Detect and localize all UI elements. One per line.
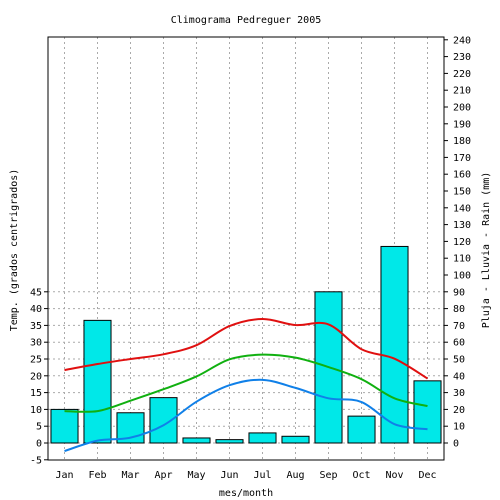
rain-bar xyxy=(50,408,79,444)
rain-bar xyxy=(83,319,112,444)
left-tick-label: 25 xyxy=(30,355,42,366)
axis-ticks: Jan Feb Mar Apr May Jun Jul Aug Sep Oct Nov Dec -5 0 5… xyxy=(30,35,471,481)
right-tick-label: 240 xyxy=(453,35,471,46)
left-tick-label: 15 xyxy=(30,388,42,399)
right-tick-label: 70 xyxy=(453,321,465,332)
right-tick-label: 230 xyxy=(453,52,471,63)
right-tick-label: 50 xyxy=(453,355,465,366)
rain-bar xyxy=(149,397,178,444)
right-tick-label: 10 xyxy=(453,422,465,433)
right-tick-label: 170 xyxy=(453,153,471,164)
x-tick-label: Oct xyxy=(352,470,370,481)
left-tick-label: 20 xyxy=(30,371,42,382)
left-tick-label: 0 xyxy=(36,439,42,450)
x-tick-label: Apr xyxy=(154,470,172,481)
left-tick-label: 40 xyxy=(30,304,42,315)
temperature-line-red xyxy=(64,318,429,380)
right-tick-label: 60 xyxy=(453,338,465,349)
right-tick-label: 200 xyxy=(453,103,471,114)
temperature-lines xyxy=(64,318,429,453)
right-tick-label: 190 xyxy=(453,119,471,130)
x-tick-label: Feb xyxy=(88,470,106,481)
x-tick-label: Dec xyxy=(418,470,436,481)
x-tick-label: Nov xyxy=(385,470,403,481)
rain-bar xyxy=(380,245,409,444)
x-tick-label: May xyxy=(187,470,205,481)
left-tick-label: 35 xyxy=(30,321,42,332)
rain-bar xyxy=(281,435,310,444)
x-tick-label: Mar xyxy=(121,470,139,481)
x-tick-label: Sep xyxy=(319,470,337,481)
grid xyxy=(48,37,444,460)
x-tick-label: Aug xyxy=(286,470,304,481)
left-tick-label: 5 xyxy=(36,422,42,433)
rain-bar xyxy=(215,439,244,444)
right-axis-label: Pluja - Lluvia - Rain (mm) xyxy=(481,172,492,329)
right-tick-label: 30 xyxy=(453,388,465,399)
right-tick-label: 210 xyxy=(453,86,471,97)
x-axis-label: mes/month xyxy=(219,488,273,499)
chart-title: Climograma Pedreguer 2005 xyxy=(171,15,322,26)
right-tick-label: 120 xyxy=(453,237,471,248)
right-tick-label: 180 xyxy=(453,136,471,147)
right-tick-label: 80 xyxy=(453,304,465,315)
right-tick-label: 110 xyxy=(453,254,471,265)
left-tick-label: 30 xyxy=(30,338,42,349)
right-tick-label: 150 xyxy=(453,187,471,198)
right-tick-label: 100 xyxy=(453,271,471,282)
rain-bars xyxy=(50,245,442,444)
x-tick-label: Jul xyxy=(253,470,271,481)
right-tick-label: 130 xyxy=(453,220,471,231)
rain-bar xyxy=(347,415,376,444)
plot-frame xyxy=(47,36,445,461)
rain-bar xyxy=(182,437,211,444)
left-tick-label: -5 xyxy=(30,455,42,466)
right-tick-label: 0 xyxy=(453,439,459,450)
right-tick-label: 220 xyxy=(453,69,471,80)
rain-bar xyxy=(413,380,442,444)
left-tick-label: 45 xyxy=(30,287,42,298)
left-tick-label: 10 xyxy=(30,405,42,416)
x-tick-label: Jun xyxy=(220,470,238,481)
temperature-line-green xyxy=(64,353,428,413)
temperature-line-blue xyxy=(64,378,428,453)
right-tick-label: 160 xyxy=(453,170,471,181)
right-tick-label: 140 xyxy=(453,203,471,214)
rain-bar xyxy=(248,432,277,444)
right-tick-label: 20 xyxy=(453,405,465,416)
left-axis-label: Temp. (grados centrigrados) xyxy=(9,169,20,332)
right-tick-label: 40 xyxy=(453,371,465,382)
x-tick-label: Jan xyxy=(55,470,73,481)
right-tick-label: 90 xyxy=(453,287,465,298)
